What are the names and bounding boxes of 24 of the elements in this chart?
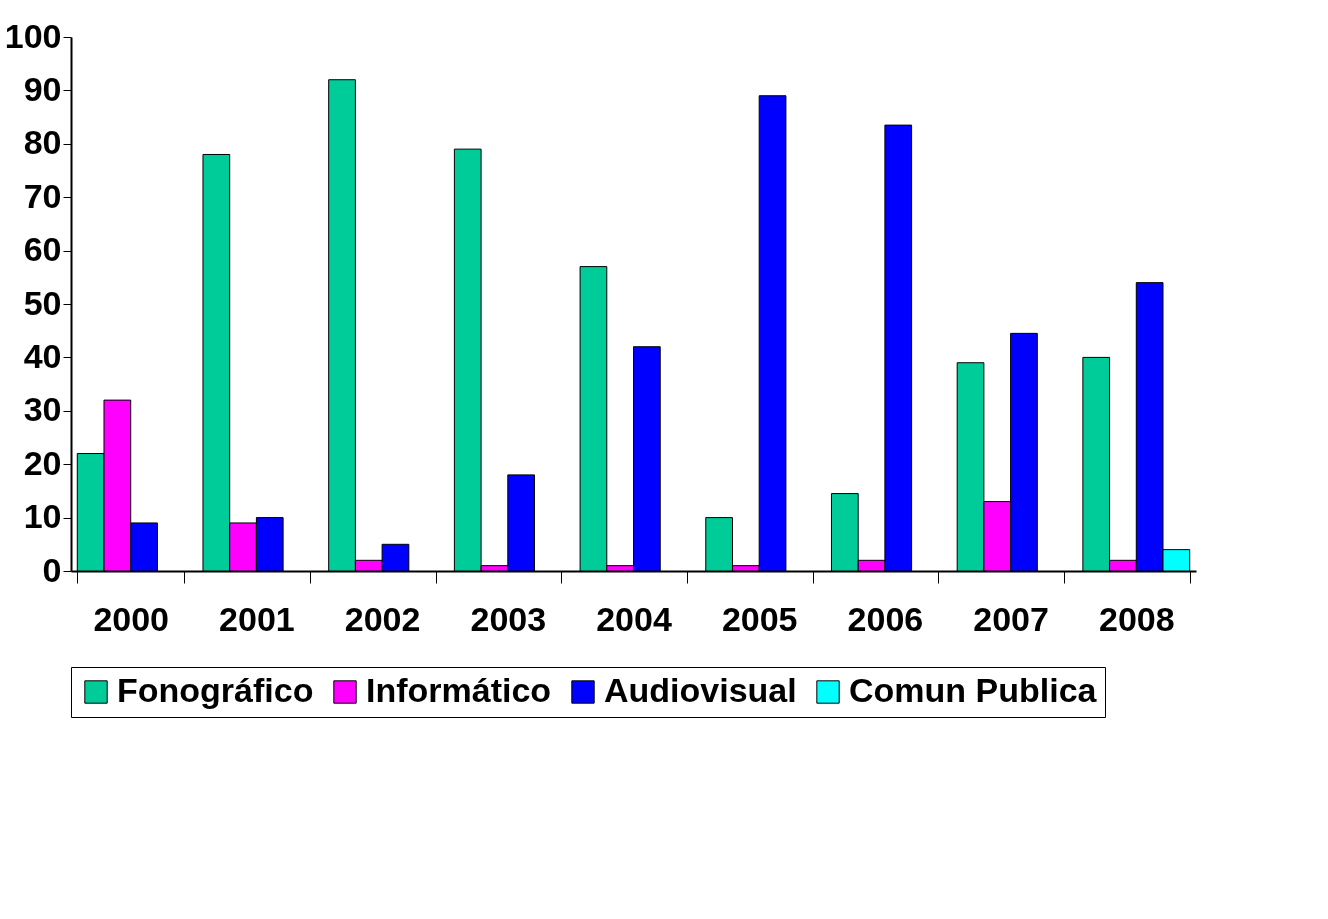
x-tick-label: 2000 <box>93 599 170 638</box>
y-tick-label: 30 <box>23 390 62 429</box>
legend-label: Comun Publica <box>849 671 1098 709</box>
x-tick-label: 2002 <box>344 599 421 638</box>
y-tick-label: 70 <box>23 176 62 215</box>
y-tick-label: 40 <box>23 336 62 375</box>
y-tick-label: 50 <box>23 283 62 322</box>
x-tick-label: 2007 <box>973 599 1049 638</box>
y-tick-label: 60 <box>23 230 62 269</box>
x-tick-label: 2006 <box>847 599 924 638</box>
legend-label: Informático <box>366 671 552 709</box>
x-tick-label: 2005 <box>721 599 798 638</box>
y-tick-label: 20 <box>23 443 62 482</box>
y-tick-label: 80 <box>23 123 62 162</box>
x-tick-label: 2008 <box>1098 599 1175 638</box>
legend-label: Fonográfico <box>117 671 314 709</box>
x-tick-label: 2004 <box>596 599 672 638</box>
y-tick-label: 90 <box>23 69 62 108</box>
legend-label: Audiovisual <box>604 671 797 709</box>
x-tick-label: 2001 <box>219 599 295 638</box>
y-tick-label: 100 <box>4 16 62 55</box>
y-tick-label: 0 <box>42 550 62 589</box>
x-tick-label: 2003 <box>470 599 547 638</box>
y-tick-label: 10 <box>23 497 62 536</box>
